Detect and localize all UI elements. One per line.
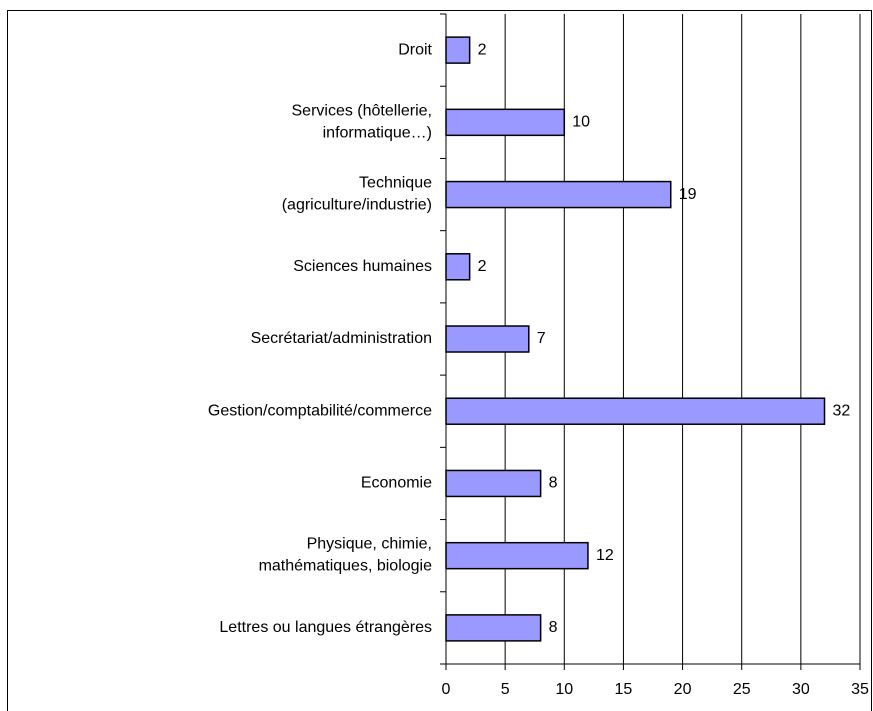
y-tick-label: Services (hôtellerie, informatique…) <box>292 103 433 142</box>
y-tick-label: Sciences humaines <box>293 258 432 275</box>
bar <box>445 614 542 642</box>
x-tick-label: 35 <box>851 681 869 698</box>
bar <box>445 36 471 64</box>
x-tick-label: 15 <box>615 681 633 698</box>
value-label: 2 <box>478 258 487 275</box>
bar <box>445 469 542 498</box>
y-tick-label: Technique (agriculture/industrie) <box>282 175 432 214</box>
value-label: 8 <box>549 619 558 636</box>
chart-frame <box>7 10 872 711</box>
x-tick-label: 20 <box>674 681 692 698</box>
bar <box>445 397 826 425</box>
bar <box>445 108 566 137</box>
y-tick-label: Physique, chimie, mathématiques, biologie <box>259 536 433 575</box>
x-tick-label: 30 <box>792 681 810 698</box>
y-tick-label: Lettres ou langues étrangères <box>219 619 432 636</box>
x-tick-label: 0 <box>442 681 451 698</box>
bar <box>445 180 672 209</box>
y-tick-label: Secrétariat/administration <box>251 330 432 347</box>
x-tick-label: 5 <box>501 681 510 698</box>
value-label: 19 <box>679 186 697 203</box>
value-label: 32 <box>833 402 851 419</box>
x-tick-label: 25 <box>733 681 751 698</box>
value-label: 10 <box>572 114 590 131</box>
value-label: 12 <box>596 547 614 564</box>
bar <box>445 325 530 353</box>
value-label: 2 <box>478 41 487 58</box>
value-label: 8 <box>549 475 558 492</box>
y-tick-label: Droit <box>398 41 432 58</box>
bar <box>445 541 589 570</box>
x-tick-label: 10 <box>555 681 573 698</box>
y-tick-label: Economie <box>361 475 432 492</box>
bar <box>445 253 471 281</box>
value-label: 7 <box>537 330 546 347</box>
y-tick-label: Gestion/comptabilité/commerce <box>208 402 432 419</box>
